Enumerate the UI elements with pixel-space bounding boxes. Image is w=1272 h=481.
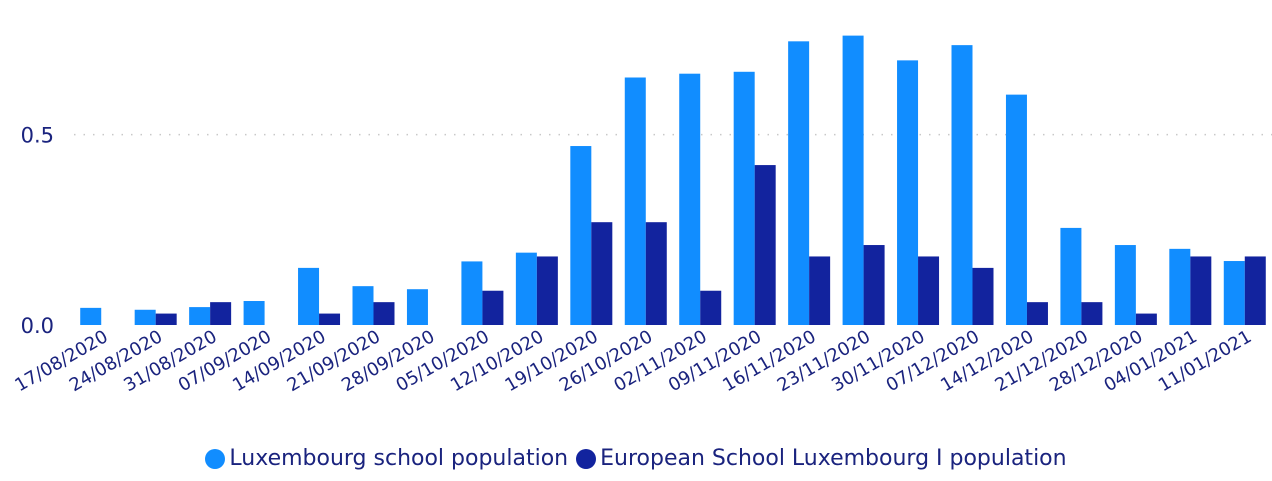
bar-luxembourg-12[interactable] [733,71,755,326]
bar-european-school-20[interactable] [1190,256,1212,325]
bar-luxembourg-16[interactable] [951,45,973,326]
legend-marker-european-school [576,448,597,469]
bar-european-school-14[interactable] [863,245,885,325]
bar-luxembourg-21[interactable] [1223,261,1245,325]
bar-luxembourg-13[interactable] [788,41,810,325]
bar-european-school-2[interactable] [210,302,232,325]
bar-luxembourg-18[interactable] [1060,227,1082,325]
bar-luxembourg-2[interactable] [189,307,211,325]
legend-label-european-school: European School Luxembourg I population [600,446,1067,471]
bar-luxembourg-7[interactable] [461,261,483,325]
bar-european-school-4[interactable] [319,313,341,325]
bar-luxembourg-5[interactable] [352,286,374,325]
bar-european-school-9[interactable] [591,222,613,325]
bar-european-school-7[interactable] [482,290,504,325]
legend-item-european-school[interactable]: European School Luxembourg I population [576,446,1067,471]
bar-european-school-10[interactable] [645,222,667,325]
legend-item-luxembourg[interactable]: Luxembourg school population [205,446,568,471]
bar-european-school-17[interactable] [1026,302,1048,325]
bar-luxembourg-0[interactable] [80,307,102,325]
y-axis-ticks: 0.0 0.5 [21,124,54,338]
x-axis-ticks: 17/08/202024/08/202031/08/202007/09/2020… [11,326,1255,396]
y-tick-label: 0.0 [21,314,54,338]
bar-european-school-16[interactable] [972,267,994,325]
bar-european-school-8[interactable] [536,256,558,325]
bar-european-school-19[interactable] [1135,313,1157,325]
y-tick-label: 0.5 [21,124,54,148]
legend-marker-luxembourg [205,448,226,469]
legend-label-luxembourg: Luxembourg school population [229,446,569,471]
bar-european-school-12[interactable] [754,165,776,325]
bar-luxembourg-11[interactable] [679,73,701,325]
bar-luxembourg-8[interactable] [515,252,537,325]
bar-luxembourg-4[interactable] [298,267,320,325]
bar-european-school-1[interactable] [155,313,177,325]
bar-european-school-11[interactable] [700,290,722,325]
bar-luxembourg-20[interactable] [1169,248,1191,325]
bar-luxembourg-1[interactable] [134,309,156,325]
bar-luxembourg-15[interactable] [897,60,919,325]
bar-luxembourg-10[interactable] [624,77,646,326]
bar-luxembourg-3[interactable] [243,301,265,325]
bar-luxembourg-9[interactable] [570,146,592,325]
bar-european-school-13[interactable] [809,256,831,325]
bar-european-school-18[interactable] [1081,302,1103,325]
bar-luxembourg-14[interactable] [842,35,864,325]
bar-luxembourg-17[interactable] [1005,94,1027,325]
bars [80,35,1266,326]
bar-luxembourg-19[interactable] [1114,245,1136,325]
bar-european-school-15[interactable] [918,256,940,325]
bar-european-school-21[interactable] [1244,256,1266,325]
bar-european-school-5[interactable] [373,302,395,325]
legend: Luxembourg school population European Sc… [0,446,1272,471]
bar-luxembourg-6[interactable] [406,289,428,325]
